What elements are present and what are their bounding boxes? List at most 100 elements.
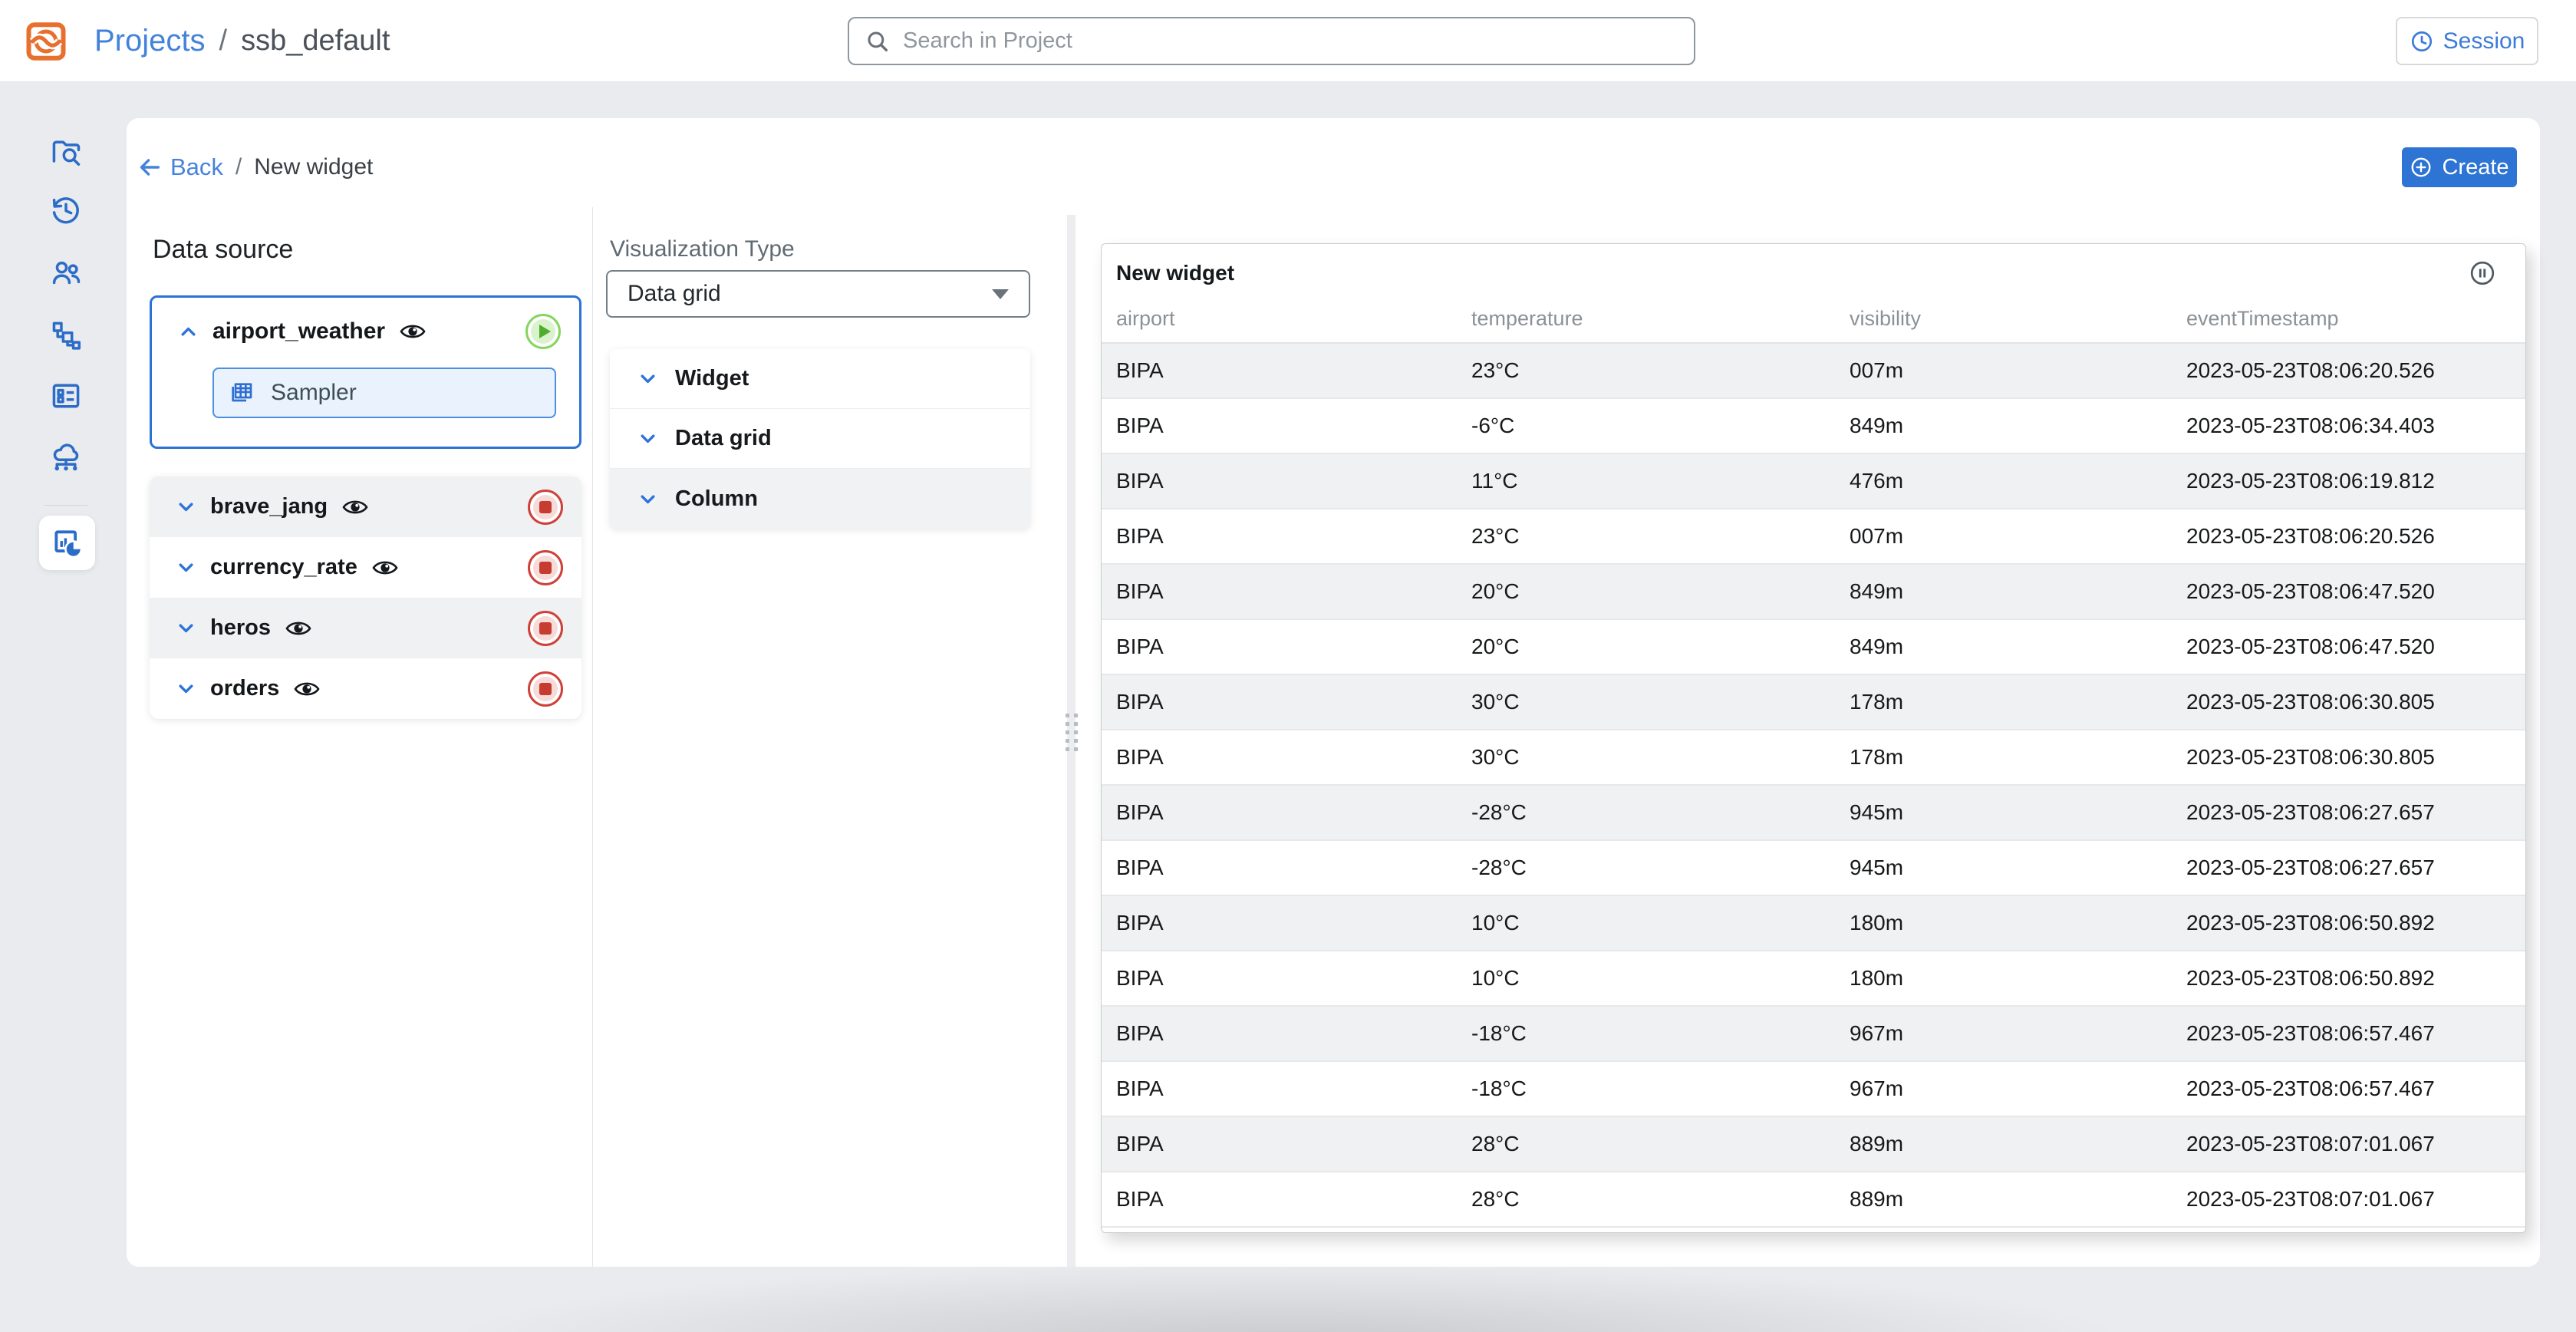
- table-cell: 2023-05-23T08:06:50.892: [2186, 911, 2435, 935]
- column-header[interactable]: temperature: [1471, 306, 1583, 330]
- sidebar-item-flow[interactable]: [49, 318, 83, 352]
- accordion-section-data-grid[interactable]: Data grid: [610, 409, 1030, 469]
- accordion-label: Column: [675, 486, 758, 511]
- source-row[interactable]: heros: [150, 598, 581, 658]
- sidebar-item-users[interactable]: [49, 256, 83, 290]
- table-row[interactable]: BIPA 30°C 178m 2023-05-23T08:06:30.805: [1102, 730, 2525, 786]
- table-cell: 2023-05-23T08:06:30.805: [2186, 690, 2435, 714]
- table-cell: BIPA: [1116, 800, 1164, 824]
- stop-icon: [539, 500, 552, 513]
- accordion-section-widget[interactable]: Widget: [610, 349, 1030, 409]
- page-title: New widget: [254, 154, 374, 180]
- flow-tree-icon: [52, 321, 81, 350]
- chevron-down-icon[interactable]: [176, 496, 196, 517]
- table-row[interactable]: BIPA -6°C 849m 2023-05-23T08:06:34.403: [1102, 399, 2525, 454]
- eye-icon[interactable]: [399, 321, 427, 342]
- table-row[interactable]: BIPA 20°C 849m 2023-05-23T08:06:47.520: [1102, 565, 2525, 620]
- panel-splitter[interactable]: [1066, 215, 1078, 1267]
- table-cell: 30°C: [1471, 745, 1520, 769]
- table-row[interactable]: BIPA 11°C 476m 2023-05-23T08:06:19.812: [1102, 454, 2525, 509]
- content-card: Back / New widget Create Data source air…: [127, 118, 2540, 1267]
- table-cell: BIPA: [1116, 966, 1164, 990]
- table-row[interactable]: BIPA 20°C 849m 2023-05-23T08:06:47.520: [1102, 620, 2525, 675]
- source-row[interactable]: currency_rate: [150, 537, 581, 598]
- folder-search-icon: [52, 140, 81, 166]
- visualization-type-select[interactable]: Data grid: [606, 270, 1030, 318]
- table-cell: BIPA: [1116, 1076, 1164, 1100]
- table-cell: 967m: [1850, 1076, 1904, 1100]
- table-cell: -28°C: [1471, 800, 1527, 824]
- table-row[interactable]: BIPA -28°C 945m 2023-05-23T08:06:27.657: [1102, 786, 2525, 841]
- search-input[interactable]: [903, 28, 1678, 54]
- sampler-item[interactable]: Sampler: [212, 368, 556, 418]
- column-header[interactable]: airport: [1116, 306, 1175, 330]
- source-row[interactable]: brave_jang: [150, 476, 581, 537]
- accordion-section-column[interactable]: Column: [610, 469, 1030, 529]
- chevron-down-icon[interactable]: [176, 678, 196, 699]
- splitter-grip-icon[interactable]: [1066, 714, 1078, 751]
- sidebar-item-widgets-active[interactable]: [39, 516, 95, 570]
- eye-icon[interactable]: [285, 618, 312, 639]
- project-search[interactable]: [848, 17, 1695, 65]
- table-row[interactable]: BIPA 28°C 889m 2023-05-23T08:07:01.067: [1102, 1117, 2525, 1172]
- cloud-connect-icon: [53, 443, 79, 471]
- table-cell: BIPA: [1116, 745, 1164, 769]
- table-cell: 2023-05-23T08:06:47.520: [2186, 635, 2435, 658]
- sidebar-item-forms[interactable]: [49, 379, 83, 413]
- eye-icon[interactable]: [371, 557, 399, 579]
- stop-button[interactable]: [528, 549, 563, 585]
- panels: Data source airport_weather: [127, 207, 2540, 1267]
- table-cell: BIPA: [1116, 635, 1164, 658]
- widget-header: New widget: [1102, 244, 2525, 295]
- table-row[interactable]: BIPA -18°C 967m 2023-05-23T08:06:57.467: [1102, 1062, 2525, 1117]
- table-cell: 2023-05-23T08:06:57.467: [2186, 1076, 2435, 1100]
- table-row[interactable]: BIPA -18°C 967m 2023-05-23T08:06:57.467: [1102, 1007, 2525, 1062]
- session-button[interactable]: Session: [2396, 17, 2538, 65]
- pause-button[interactable]: [2469, 259, 2496, 287]
- play-button[interactable]: [525, 314, 561, 349]
- create-button[interactable]: Create: [2402, 147, 2517, 187]
- play-icon: [539, 325, 551, 338]
- eye-icon[interactable]: [293, 678, 321, 700]
- stop-button[interactable]: [528, 671, 563, 707]
- back-button[interactable]: Back: [137, 153, 223, 181]
- column-header[interactable]: eventTimestamp: [2186, 306, 2339, 330]
- chevron-down-icon[interactable]: [176, 557, 196, 578]
- form-list-icon: [52, 384, 80, 408]
- table-cell: BIPA: [1116, 1132, 1164, 1156]
- breadcrumb-projects-link[interactable]: Projects: [94, 24, 206, 58]
- table-row[interactable]: BIPA 23°C 007m 2023-05-23T08:06:20.526: [1102, 344, 2525, 399]
- stop-button[interactable]: [528, 489, 563, 525]
- table-row[interactable]: BIPA 30°C 178m 2023-05-23T08:06:30.805: [1102, 675, 2525, 730]
- table-cell: 178m: [1850, 745, 1904, 769]
- stop-button[interactable]: [528, 610, 563, 646]
- bottom-shade: [460, 1263, 2116, 1332]
- table-cell: 945m: [1850, 856, 1904, 879]
- table-row[interactable]: BIPA 28°C 889m 2023-05-23T08:07:01.067: [1102, 1172, 2525, 1228]
- users-icon: [52, 261, 81, 285]
- table-cell: 2023-05-23T08:07:01.067: [2186, 1187, 2435, 1211]
- chevron-down-icon[interactable]: [176, 618, 196, 638]
- table-row[interactable]: BIPA 10°C 180m 2023-05-23T08:06:50.892: [1102, 896, 2525, 951]
- table-cell: 2023-05-23T08:06:57.467: [2186, 1021, 2435, 1045]
- back-arrow-icon: [140, 159, 160, 176]
- table-cell: 2023-05-23T08:07:01.067: [2186, 1132, 2435, 1156]
- table-row[interactable]: BIPA 23°C 007m 2023-05-23T08:06:20.526: [1102, 509, 2525, 565]
- table-cell: BIPA: [1116, 579, 1164, 603]
- chevron-up-icon[interactable]: [178, 321, 199, 342]
- table-cell: 30°C: [1471, 690, 1520, 714]
- ssb-logo-icon[interactable]: [25, 20, 67, 63]
- table-row[interactable]: BIPA 10°C 180m 2023-05-23T08:06:50.892: [1102, 951, 2525, 1007]
- create-label: Create: [2442, 154, 2509, 180]
- source-row[interactable]: orders: [150, 658, 581, 719]
- visualization-type-value: Data grid: [628, 281, 721, 306]
- data-source-selected-card[interactable]: airport_weather: [150, 295, 581, 449]
- table-row[interactable]: BIPA -28°C 945m 2023-05-23T08:06:27.657: [1102, 841, 2525, 896]
- eye-icon[interactable]: [341, 496, 369, 518]
- sidebar-item-history[interactable]: [49, 193, 83, 227]
- sidebar: [0, 82, 127, 1332]
- sidebar-item-cloud[interactable]: [49, 440, 83, 474]
- column-header[interactable]: visibility: [1850, 306, 1922, 330]
- toolbar-separator: /: [235, 154, 242, 180]
- sidebar-item-explorer[interactable]: [49, 136, 83, 170]
